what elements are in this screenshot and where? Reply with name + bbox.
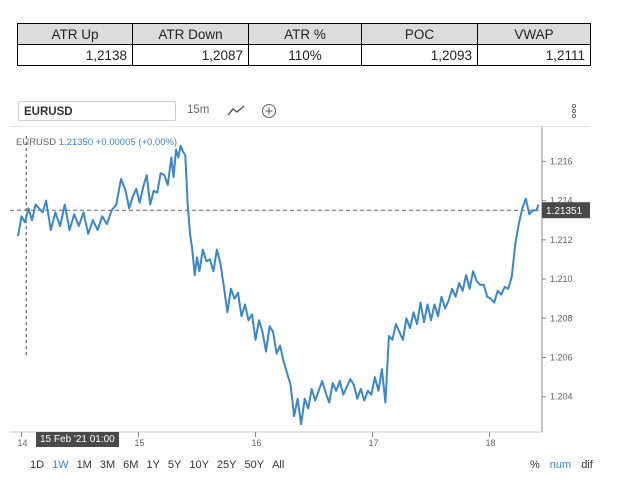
price-chart[interactable]: 1.216 1.214 1.212 1.210 1.208 1.206 1.204 14 15 1… xyxy=(10,96,590,478)
stats-value-row: 1,2138 1,2087 110% 1,2093 1,2111 xyxy=(17,44,591,66)
y-tick-label: 1.212 xyxy=(550,235,573,245)
price-series-line xyxy=(17,144,540,426)
chart-widget: 1.216 1.214 1.212 1.210 1.208 1.206 1.204 14 15 1… xyxy=(10,96,593,478)
last-price-label: 1.21351 xyxy=(546,206,583,217)
legend-change: +0.00005 (+0.00%) xyxy=(95,137,178,148)
time-range-selector: 1D 1W 1M 3M 6M 1Y 5Y 10Y 25Y 50Y All xyxy=(30,459,292,471)
indicators-icon[interactable] xyxy=(226,104,246,118)
x-tick-label: 15 xyxy=(135,438,145,448)
scale-mode-selector: % num dif xyxy=(520,459,593,471)
range-button-1m[interactable]: 1M xyxy=(76,459,92,471)
y-tick-label: 1.208 xyxy=(550,313,573,323)
scale-mode-num[interactable]: num xyxy=(549,459,572,471)
interval-button[interactable]: 15m xyxy=(187,104,210,116)
value-poc: 1,2093 xyxy=(361,44,478,66)
legend-price: 1.21350 xyxy=(58,137,94,148)
crosshair-date-label: 15 Feb '21 01:00 xyxy=(36,432,119,447)
value-atr-percent: 110% xyxy=(248,44,362,66)
x-tick-label: 18 xyxy=(486,438,496,448)
value-atr-down: 1,2087 xyxy=(132,44,249,66)
range-button-all[interactable]: All xyxy=(272,459,285,471)
chart-toolbar: EURUSD 15m xyxy=(10,96,590,127)
y-tick-label: 1.206 xyxy=(550,352,573,362)
last-price-label-bg xyxy=(542,202,590,219)
header-atr-up: ATR Up xyxy=(17,23,133,45)
scale-mode-percent[interactable]: % xyxy=(530,459,540,471)
symbol-search-input[interactable]: EURUSD xyxy=(18,101,176,121)
value-vwap: 1,2111 xyxy=(477,44,591,66)
legend-symbol: EURUSD xyxy=(16,137,57,148)
x-tick-label: 16 xyxy=(252,438,262,448)
stats-header-row: ATR Up ATR Down ATR % POC VWAP xyxy=(17,23,591,45)
range-button-1w[interactable]: 1W xyxy=(52,459,69,471)
x-tick-label: 17 xyxy=(369,438,379,448)
range-button-50y[interactable]: 50Y xyxy=(244,459,265,471)
stats-table: ATR Up ATR Down ATR % POC VWAP 1,2138 1,… xyxy=(17,23,591,66)
y-tick-label: 1.204 xyxy=(550,392,573,402)
y-tick-label: 1.214 xyxy=(550,196,573,206)
x-tick-label: 14 xyxy=(18,438,28,448)
more-menu-icon[interactable] xyxy=(570,102,578,120)
header-poc: POC xyxy=(361,23,478,45)
add-comparison-icon[interactable] xyxy=(261,103,277,119)
range-button-3m[interactable]: 3M xyxy=(99,459,116,471)
range-button-5y[interactable]: 5Y xyxy=(167,459,182,471)
range-button-10y[interactable]: 10Y xyxy=(189,459,209,471)
range-button-6m[interactable]: 6M xyxy=(123,459,139,471)
range-button-1d[interactable]: 1D xyxy=(30,459,45,471)
price-legend: EURUSD 1.21350 +0.00005 (+0.00%) xyxy=(16,137,177,148)
range-button-25y[interactable]: 25Y xyxy=(216,459,237,471)
y-tick-label: 1.216 xyxy=(550,156,573,166)
scale-mode-dif[interactable]: dif xyxy=(581,459,593,471)
header-atr-down: ATR Down xyxy=(132,23,249,45)
y-tick-label: 1.210 xyxy=(550,274,573,284)
header-vwap: VWAP xyxy=(477,23,591,45)
value-atr-up: 1,2138 xyxy=(17,44,133,66)
range-button-1y[interactable]: 1Y xyxy=(146,459,160,471)
header-atr-percent: ATR % xyxy=(248,23,362,45)
